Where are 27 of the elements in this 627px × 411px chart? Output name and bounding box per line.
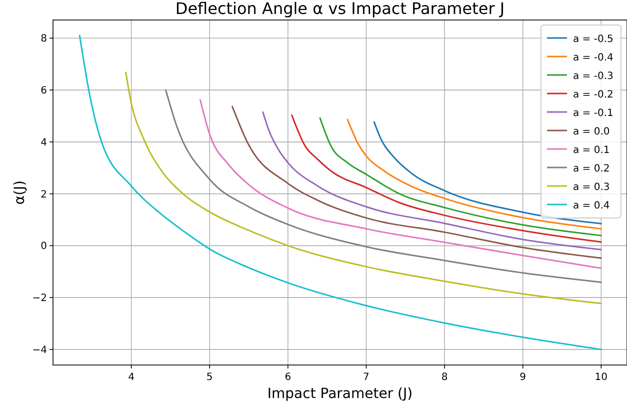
- x-tick-label: 6: [284, 372, 292, 383]
- x-tick-label: 9: [520, 372, 526, 383]
- y-tick-label: 8: [40, 34, 47, 45]
- legend-label: a = 0.2: [573, 164, 610, 174]
- legend-label: a = 0.4: [573, 200, 610, 212]
- legend-label: a = -0.3: [573, 71, 614, 82]
- y-axis-title: α(J): [12, 180, 28, 205]
- x-tick-label: 4: [128, 372, 134, 383]
- legend-label: a = -0.2: [573, 90, 614, 100]
- legend-label: a = -0.5: [573, 34, 614, 45]
- y-tick-label: −2: [32, 293, 47, 304]
- y-tick-label: 0: [40, 241, 47, 252]
- y-tick-label: 2: [40, 189, 47, 200]
- x-tick-label: 8: [441, 372, 448, 383]
- y-tick-label: 4: [40, 137, 47, 148]
- legend-label: a = 0.0: [573, 126, 610, 138]
- legend-label: a = 0.1: [573, 145, 610, 156]
- x-axis-title: Impact Parameter (J): [267, 386, 413, 402]
- x-tick-label: 10: [594, 372, 608, 383]
- y-tick-label: 6: [40, 86, 47, 97]
- legend-label: a = -0.4: [573, 52, 614, 64]
- legend-label: a = 0.3: [573, 182, 610, 193]
- y-tick-label: −4: [32, 344, 47, 356]
- x-tick-label: 5: [206, 372, 213, 383]
- chart-title: Deflection Angle α vs Impact Parameter J: [175, 0, 505, 18]
- x-tick-label: 7: [363, 372, 370, 383]
- legend-label: a = -0.1: [573, 108, 614, 119]
